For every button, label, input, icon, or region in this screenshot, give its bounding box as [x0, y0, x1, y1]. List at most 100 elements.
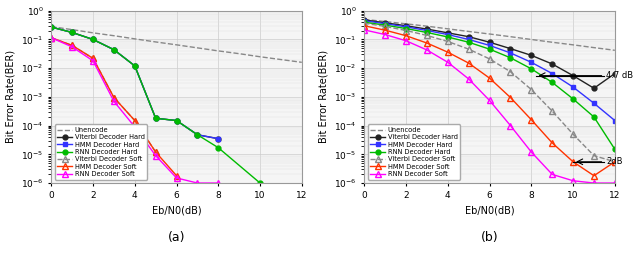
Unencode [193, 46, 201, 49]
HMM Decoder Hard [152, 117, 159, 120]
HMM Decoder Soft [152, 151, 159, 154]
Viterbi Decoder Hard [110, 48, 118, 51]
HMM Decoder Soft [68, 44, 76, 47]
RNN Decoder Hard [548, 81, 556, 84]
RNN Decoder Soft [89, 59, 97, 62]
HMM Decoder Hard [527, 61, 535, 64]
Line: RNN Decoder Soft: RNN Decoder Soft [361, 27, 618, 186]
Line: HMM Decoder Hard: HMM Decoder Hard [362, 18, 617, 123]
RNN Decoder Soft [611, 181, 619, 185]
HMM Decoder Hard [423, 29, 431, 32]
Viterbi Decoder Hard [360, 18, 368, 21]
RNN Decoder Hard [256, 181, 264, 185]
HMM Decoder Hard [68, 31, 76, 34]
Viterbi Decoder Hard [527, 54, 535, 57]
HMM Decoder Soft [507, 96, 515, 99]
Viterbi Decoder Hard [486, 41, 493, 44]
RNN Decoder Soft [527, 151, 535, 154]
Viterbi Decoder Soft [548, 109, 556, 113]
Text: (b): (b) [481, 231, 499, 244]
Viterbi Decoder Soft [110, 96, 118, 99]
Unencode [110, 34, 118, 37]
HMM Decoder Soft [444, 51, 452, 54]
HMM Decoder Soft [403, 34, 410, 37]
RNN Decoder Soft [486, 99, 493, 102]
Unencode [611, 49, 619, 52]
HMM Decoder Soft [173, 174, 180, 177]
HMM Decoder Hard [193, 133, 201, 136]
Unencode [381, 20, 389, 23]
HMM Decoder Soft [465, 62, 472, 65]
Unencode [298, 61, 306, 64]
Viterbi Decoder Hard [214, 137, 222, 140]
HMM Decoder Hard [465, 38, 472, 41]
Text: (a): (a) [168, 231, 186, 244]
Line: HMM Decoder Hard: HMM Decoder Hard [49, 25, 221, 141]
Viterbi Decoder Hard [569, 74, 577, 77]
Viterbi Decoder Soft [569, 133, 577, 136]
HMM Decoder Soft [569, 160, 577, 163]
RNN Decoder Soft [507, 124, 515, 127]
HMM Decoder Soft [527, 118, 535, 121]
HMM Decoder Hard [131, 64, 139, 67]
Viterbi Decoder Soft [423, 34, 431, 37]
Unencode [89, 31, 97, 34]
HMM Decoder Hard [89, 38, 97, 41]
HMM Decoder Hard [507, 51, 515, 54]
Viterbi Decoder Hard [611, 72, 619, 75]
HMM Decoder Hard [590, 102, 598, 105]
Viterbi Decoder Soft [507, 70, 515, 73]
RNN Decoder Soft [569, 179, 577, 182]
RNN Decoder Hard [110, 48, 118, 51]
Viterbi Decoder Soft [47, 36, 55, 39]
RNN Decoder Soft [444, 61, 452, 64]
Unencode [47, 25, 55, 28]
Viterbi Decoder Hard [381, 21, 389, 24]
HMM Decoder Hard [47, 25, 55, 29]
Y-axis label: Bit Error Rate(BER): Bit Error Rate(BER) [319, 50, 328, 143]
Legend: Unencode, Viterbi Decoder Hard, HMM Decoder Hard, RNN Decoder Hard, Viterbi Deco: Unencode, Viterbi Decoder Hard, HMM Deco… [367, 124, 460, 180]
Text: 2dB: 2dB [607, 157, 623, 166]
Viterbi Decoder Hard [465, 35, 472, 38]
RNN Decoder Soft [548, 173, 556, 176]
Unencode [403, 22, 410, 25]
HMM Decoder Hard [486, 44, 493, 47]
HMM Decoder Soft [131, 119, 139, 122]
Viterbi Decoder Soft [590, 154, 598, 157]
HMM Decoder Hard [569, 86, 577, 89]
HMM Decoder Hard [403, 25, 410, 28]
Unencode [277, 58, 285, 61]
Viterbi Decoder Soft [89, 57, 97, 60]
RNN Decoder Hard [507, 56, 515, 59]
X-axis label: Eb/N0(dB): Eb/N0(dB) [465, 205, 515, 215]
Viterbi Decoder Soft [611, 160, 619, 163]
Unencode [569, 43, 577, 46]
HMM Decoder Soft [548, 141, 556, 144]
RNN Decoder Soft [47, 36, 55, 39]
Unencode [256, 55, 264, 58]
HMM Decoder Hard [444, 33, 452, 36]
RNN Decoder Hard [486, 48, 493, 51]
Viterbi Decoder Soft [403, 29, 410, 32]
RNN Decoder Hard [47, 25, 55, 29]
Viterbi Decoder Hard [590, 87, 598, 90]
RNN Decoder Hard [611, 148, 619, 151]
Viterbi Decoder Hard [47, 25, 55, 29]
Unencode [590, 46, 598, 49]
Viterbi Decoder Soft [131, 119, 139, 122]
Viterbi Decoder Soft [360, 22, 368, 25]
RNN Decoder Hard [590, 115, 598, 118]
RNN Decoder Soft [110, 100, 118, 103]
HMM Decoder Hard [173, 119, 180, 122]
RNN Decoder Hard [214, 146, 222, 149]
Line: Viterbi Decoder Soft: Viterbi Decoder Soft [48, 35, 159, 155]
RNN Decoder Soft [423, 49, 431, 52]
HMM Decoder Soft [611, 160, 619, 163]
HMM Decoder Soft [360, 24, 368, 27]
Unencode [444, 27, 452, 30]
Line: Viterbi Decoder Hard: Viterbi Decoder Hard [49, 25, 221, 141]
Viterbi Decoder Soft [465, 48, 472, 51]
Line: RNN Decoder Soft: RNN Decoder Soft [48, 35, 221, 186]
RNN Decoder Soft [152, 154, 159, 157]
Viterbi Decoder Hard [193, 133, 201, 136]
